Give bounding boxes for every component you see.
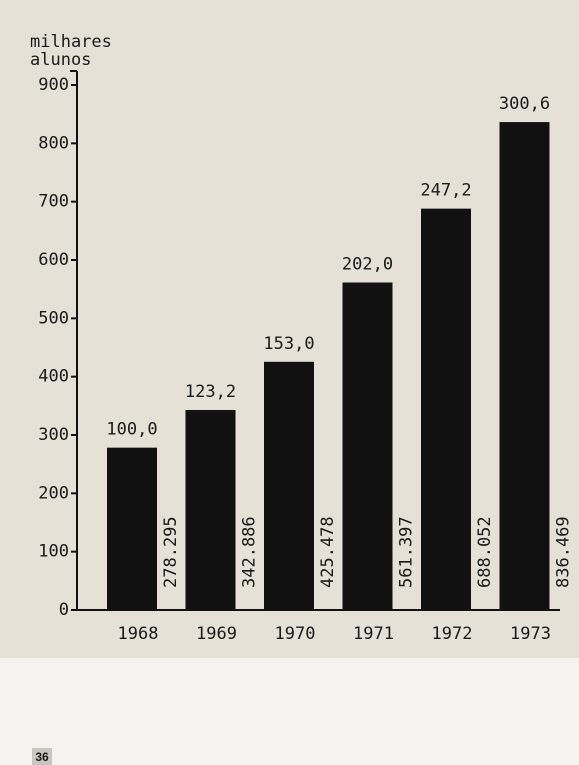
bar: [107, 447, 157, 610]
top-label: 153,0: [263, 334, 314, 354]
y-tick-label: 400: [38, 367, 69, 387]
top-label: 202,0: [342, 255, 393, 275]
top-label: 300,6: [499, 94, 550, 114]
x-tick-label: 1968: [118, 624, 159, 644]
y-tick-label: 300: [38, 425, 69, 445]
y-tick-label: 900: [38, 75, 69, 95]
y-tick-label: 600: [38, 250, 69, 270]
x-tick-label: 1970: [275, 624, 316, 644]
x-tick-label: 1969: [196, 624, 237, 644]
y-tick-label: 200: [38, 483, 69, 503]
page-number: 36: [35, 750, 49, 764]
bar: [264, 361, 314, 610]
y-tick-label: 100: [38, 542, 69, 562]
top-label: 100,0: [106, 420, 157, 440]
page-number-box: [32, 748, 52, 765]
y-tick-label: 0: [59, 600, 69, 620]
x-tick-label: 1972: [432, 624, 473, 644]
bar: [185, 409, 236, 610]
y-axis-label: alunos: [30, 50, 91, 70]
x-tick-label: 1973: [510, 624, 551, 644]
value-label: 425.478: [318, 516, 338, 588]
y-axis-label: milhares: [30, 32, 112, 52]
value-label: 836.469: [554, 516, 574, 588]
value-label: 688.052: [475, 516, 495, 588]
bar: [421, 208, 471, 610]
y-tick-label: 500: [38, 308, 69, 328]
y-tick-label: 700: [38, 192, 69, 212]
top-label: 247,2: [420, 181, 471, 201]
x-tick-label: 1971: [353, 624, 394, 644]
value-label: 561.397: [397, 516, 417, 588]
top-label: 123,2: [185, 382, 236, 402]
value-label: 278.295: [161, 516, 181, 588]
bar: [499, 122, 550, 610]
y-tick-label: 800: [38, 133, 69, 153]
value-label: 342.886: [240, 516, 260, 588]
bar: [342, 282, 393, 610]
